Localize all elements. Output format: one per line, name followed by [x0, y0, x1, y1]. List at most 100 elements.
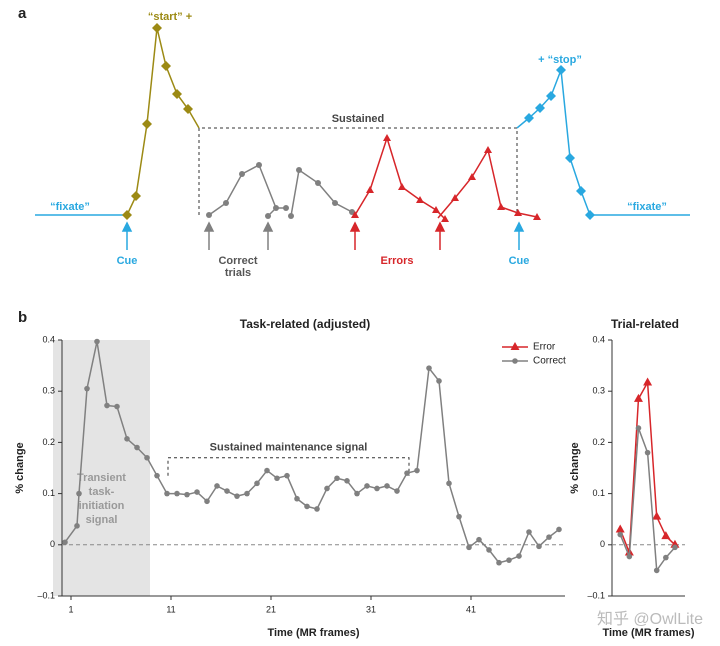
point [476, 536, 482, 543]
point [154, 472, 160, 479]
y-tick-label: 0.3 [592, 386, 605, 396]
point [124, 436, 130, 442]
point [633, 393, 643, 402]
point [516, 553, 522, 559]
point [294, 495, 300, 502]
point [84, 385, 90, 392]
y-tick-label: 0 [600, 539, 605, 549]
panel-label: a [18, 5, 27, 22]
y-tick-label: 0.1 [42, 488, 55, 498]
point [374, 485, 380, 492]
point [74, 523, 80, 529]
chart-title: Trial-related [611, 317, 679, 331]
point [104, 402, 110, 409]
point [466, 544, 472, 551]
correct-markers [206, 162, 355, 219]
correct-traces [208, 163, 353, 217]
arrows [121, 221, 525, 250]
point [617, 531, 624, 538]
point [354, 490, 360, 497]
point [184, 491, 190, 498]
point [164, 490, 170, 497]
legend-label: Correct [533, 356, 566, 367]
shade-label: task- [89, 486, 115, 498]
series-line [619, 379, 676, 553]
y-tick-label: 0.3 [42, 386, 55, 396]
legend-label: Error [533, 342, 556, 353]
stop-markers [524, 65, 595, 220]
x-tick-label: 21 [266, 604, 276, 614]
y-tick-label: 0 [50, 539, 55, 549]
point [94, 338, 100, 345]
point [546, 534, 552, 540]
sustained-label: Sustained [332, 113, 385, 125]
fixate-label: “fixate” [50, 201, 90, 213]
fixate-label: “fixate” [627, 201, 667, 213]
point [114, 403, 120, 410]
point [134, 444, 140, 451]
point [62, 539, 68, 546]
x-axis-label: Time (MR frames) [602, 627, 694, 639]
shade-label: signal [86, 514, 118, 526]
y-tick-label: 0.1 [592, 488, 605, 498]
bracket [167, 457, 410, 476]
point [394, 488, 400, 494]
point [626, 553, 633, 560]
errors-label: Errors [380, 255, 413, 267]
point [436, 378, 442, 384]
point [194, 489, 200, 495]
cue-label: Cue [509, 255, 530, 267]
point [244, 490, 250, 497]
point [364, 483, 370, 489]
point [663, 554, 669, 561]
point [76, 490, 82, 497]
y-axis-label: % change [569, 442, 581, 493]
cue-label: Cue [117, 255, 138, 267]
y-tick-label: –0.1 [587, 590, 605, 600]
point [644, 449, 651, 456]
shade-label: initiation [79, 500, 125, 512]
stop-label: + “stop” [538, 54, 582, 66]
point [274, 475, 280, 482]
point [536, 543, 542, 550]
point [615, 524, 625, 533]
point [526, 529, 532, 535]
point [304, 503, 310, 510]
point [234, 493, 240, 499]
point [344, 478, 350, 484]
point [414, 467, 420, 474]
point [264, 467, 270, 474]
legend-marker [510, 342, 520, 350]
bracket-label: Sustained maintenance signal [210, 442, 368, 454]
point [174, 490, 180, 497]
panel-label: b [18, 309, 27, 326]
y-tick-label: 0.4 [42, 334, 55, 344]
point [254, 480, 260, 487]
y-tick-label: 0.2 [592, 437, 605, 447]
error-traces [354, 135, 538, 220]
point [204, 498, 210, 505]
error-markers [351, 134, 541, 222]
point [314, 506, 320, 512]
point [384, 483, 390, 489]
x-tick-label: 11 [166, 604, 175, 614]
point [426, 365, 432, 371]
point [496, 559, 502, 566]
correct-label: trials [225, 267, 251, 279]
start-markers [122, 23, 193, 220]
point [214, 483, 220, 489]
y-tick-label: 0.4 [592, 334, 605, 344]
x-axis-label: Time (MR frames) [267, 627, 359, 639]
point [653, 567, 660, 574]
x-tick-label: 31 [366, 604, 376, 614]
point [556, 526, 562, 533]
point [224, 488, 230, 494]
point [661, 531, 671, 540]
point [672, 544, 678, 551]
point [334, 475, 340, 482]
point [144, 454, 150, 461]
chart-title: Task-related (adjusted) [240, 317, 370, 331]
x-tick-label: 41 [466, 604, 476, 614]
watermark: 知乎 @OwlLite [597, 610, 703, 628]
sustained-box [198, 127, 518, 215]
